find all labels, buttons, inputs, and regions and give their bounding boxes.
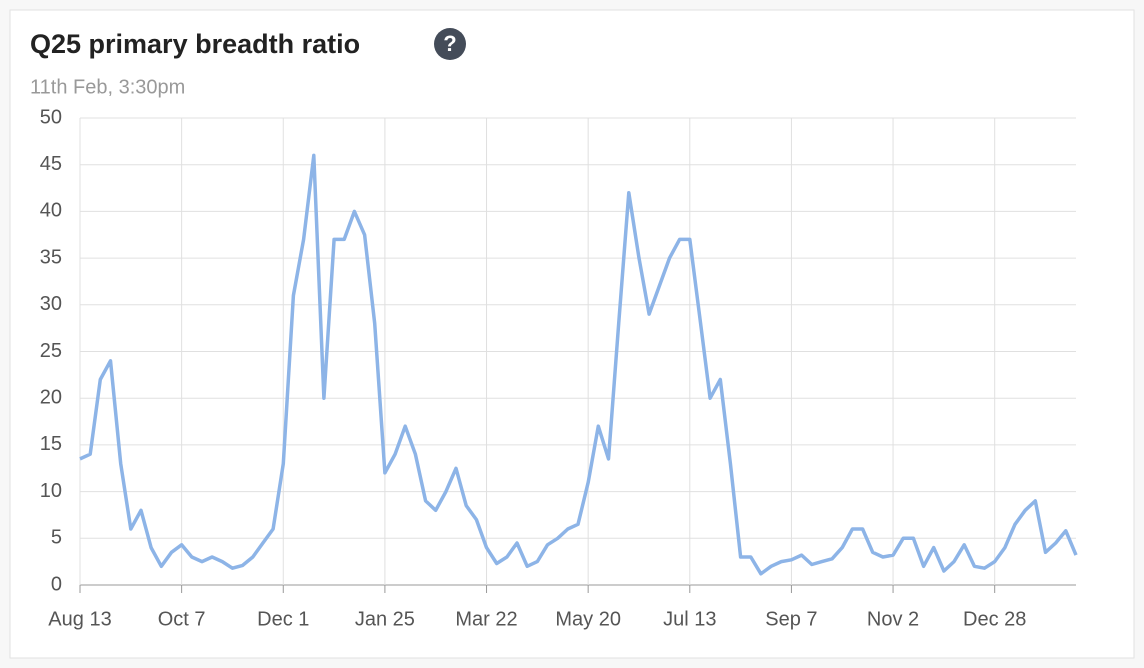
y-tick-label: 0 [51, 573, 62, 595]
x-tick-label: Aug 13 [48, 608, 111, 630]
y-tick-label: 10 [40, 480, 62, 502]
x-tick-label: Jul 13 [663, 608, 716, 630]
y-tick-label: 40 [40, 200, 62, 222]
chart-subtitle: 11th Feb, 3:30pm [30, 76, 185, 98]
line-series [79, 153, 1078, 576]
chart-title: Q25 primary breadth ratio [30, 29, 360, 59]
y-tick-label: 20 [40, 386, 62, 408]
y-tick-label: 35 [40, 246, 62, 268]
card [9, 9, 1135, 659]
y-tick-label: 30 [40, 293, 62, 315]
y-tick-label: 25 [40, 340, 62, 362]
x-tick-label: Dec 28 [963, 608, 1026, 630]
x-tick-label: Sep 7 [765, 608, 817, 630]
y-tick-label: 45 [40, 153, 62, 175]
x-tick-label: Dec 1 [257, 608, 309, 630]
x-tick-label: Jan 25 [355, 608, 415, 630]
x-tick-label: Mar 22 [455, 608, 517, 630]
help-icon-glyph[interactable]: ? [443, 31, 456, 56]
help-icon[interactable] [434, 28, 466, 60]
y-tick-label: 5 [51, 527, 62, 549]
x-tick-label: Nov 2 [867, 608, 919, 630]
x-tick-label: May 20 [555, 608, 621, 630]
y-tick-label: 50 [40, 106, 62, 128]
y-tick-label: 15 [40, 433, 62, 455]
x-tick-label: Oct 7 [158, 608, 206, 630]
